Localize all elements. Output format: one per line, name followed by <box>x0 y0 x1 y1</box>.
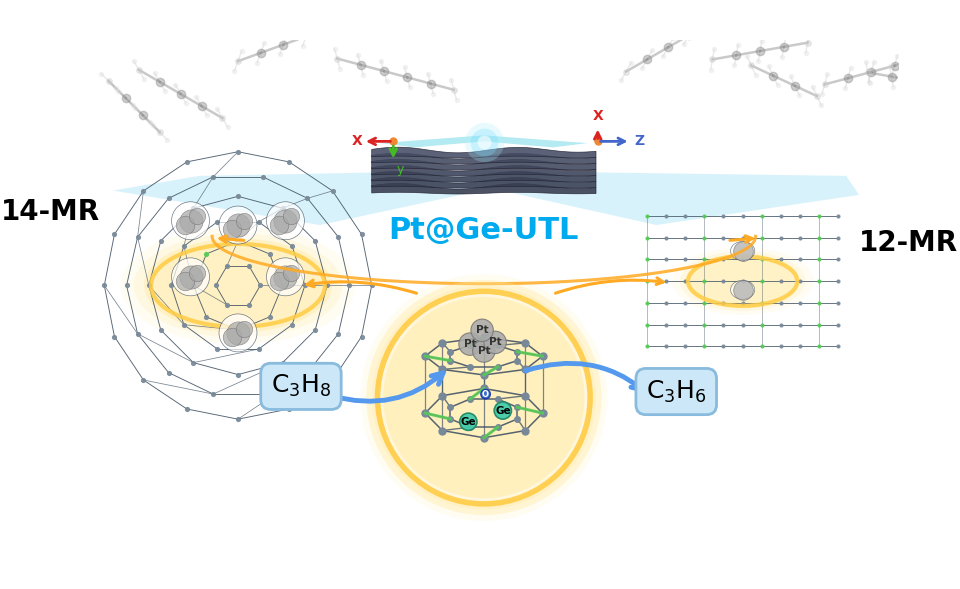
Point <box>284 268 300 277</box>
Circle shape <box>459 333 481 355</box>
Text: X: X <box>592 110 603 123</box>
Point <box>277 216 293 226</box>
Polygon shape <box>372 177 596 188</box>
Ellipse shape <box>133 233 343 337</box>
Circle shape <box>267 202 304 240</box>
Text: Pt: Pt <box>489 337 501 348</box>
Point <box>189 211 204 221</box>
Text: 12-MR: 12-MR <box>859 229 958 257</box>
Polygon shape <box>372 183 596 194</box>
Ellipse shape <box>372 286 596 509</box>
Text: Pt: Pt <box>476 325 489 335</box>
Text: $\mathregular{C_3H_6}$: $\mathregular{C_3H_6}$ <box>646 379 707 405</box>
Text: 14-MR: 14-MR <box>1 198 100 226</box>
Circle shape <box>172 258 209 296</box>
Text: $\mathregular{C_3H_8}$: $\mathregular{C_3H_8}$ <box>271 373 331 399</box>
Text: X: X <box>351 134 363 148</box>
Point <box>182 272 198 282</box>
Text: Pt@Ge-UTL: Pt@Ge-UTL <box>389 216 579 246</box>
Point <box>236 216 252 226</box>
Point <box>177 276 192 286</box>
Point <box>177 220 192 230</box>
Polygon shape <box>372 153 596 164</box>
Circle shape <box>484 331 506 353</box>
Ellipse shape <box>731 241 755 260</box>
Point <box>272 220 287 230</box>
Ellipse shape <box>383 297 585 498</box>
Ellipse shape <box>144 239 332 332</box>
Text: Pt: Pt <box>477 346 491 356</box>
Point <box>182 216 198 226</box>
Text: Pt: Pt <box>464 339 476 349</box>
Polygon shape <box>372 171 596 182</box>
Point <box>236 324 252 333</box>
Text: Z: Z <box>634 134 644 148</box>
Ellipse shape <box>361 274 608 521</box>
Point <box>735 285 751 294</box>
Polygon shape <box>372 147 596 158</box>
Point <box>476 137 492 147</box>
Ellipse shape <box>685 254 800 309</box>
Polygon shape <box>372 159 596 170</box>
Circle shape <box>494 402 512 419</box>
Ellipse shape <box>121 227 355 344</box>
Ellipse shape <box>672 247 813 315</box>
Point <box>476 137 492 147</box>
Circle shape <box>471 319 493 342</box>
Circle shape <box>472 340 495 362</box>
Point <box>225 224 240 234</box>
Text: Ge: Ge <box>495 406 511 415</box>
Point <box>225 332 240 342</box>
Polygon shape <box>372 166 596 176</box>
Circle shape <box>219 206 257 244</box>
Polygon shape <box>473 171 859 225</box>
Point <box>230 220 246 230</box>
Text: y: y <box>396 163 404 176</box>
Text: O: O <box>482 390 489 399</box>
Polygon shape <box>380 135 588 147</box>
Polygon shape <box>113 171 501 225</box>
Point <box>277 272 293 282</box>
Circle shape <box>481 389 491 399</box>
Circle shape <box>172 202 209 240</box>
Ellipse shape <box>680 251 805 311</box>
Point <box>189 268 204 277</box>
Circle shape <box>460 413 477 431</box>
Ellipse shape <box>731 280 755 299</box>
Circle shape <box>267 258 304 296</box>
Point <box>272 276 287 286</box>
Circle shape <box>219 314 257 352</box>
Point <box>735 246 751 256</box>
Text: Ge: Ge <box>461 417 476 427</box>
Point <box>230 328 246 337</box>
Point <box>284 211 300 221</box>
Point <box>476 137 492 147</box>
